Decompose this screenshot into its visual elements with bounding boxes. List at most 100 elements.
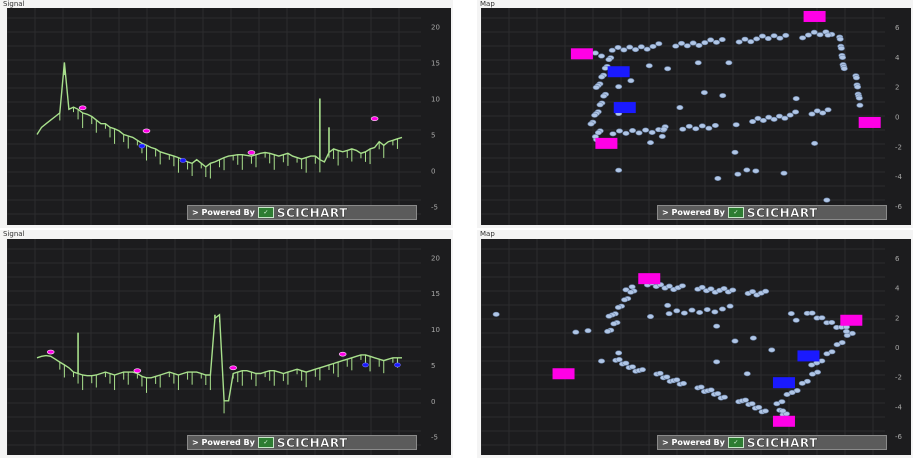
- map-point: [750, 336, 756, 340]
- map-top-chart: 6 4 2 0 -2 -4 -6: [481, 8, 911, 225]
- map-point: [616, 129, 622, 133]
- y-tick-label: 20: [431, 254, 440, 262]
- panel-title: Map: [480, 230, 495, 238]
- y-tick-label: 5: [431, 362, 435, 370]
- map-point: [611, 322, 617, 326]
- map-point: [672, 44, 678, 48]
- map-point: [677, 105, 683, 109]
- map-top-plot[interactable]: 6 4 2 0 -2 -4 -6 > Powered By ✓ SCICHART: [481, 8, 911, 225]
- magenta-rect-marker: [553, 368, 575, 379]
- map-point: [639, 367, 645, 371]
- magenta-rect-marker: [638, 273, 660, 284]
- y-tick-label: 0: [431, 168, 435, 176]
- map-point: [632, 47, 638, 51]
- y-tick-label: 2: [895, 84, 899, 92]
- powered-by-badge[interactable]: > Powered By ✓ SCICHART: [657, 435, 887, 450]
- map-point: [736, 40, 742, 44]
- y-tick-label: -4: [895, 173, 903, 181]
- map-point: [742, 37, 748, 41]
- powered-by-badge[interactable]: > Powered By ✓ SCICHART: [657, 205, 887, 220]
- signal-bottom-plot[interactable]: 20 15 10 5 0 -5 > Powered By ✓ SCICHART: [7, 239, 451, 455]
- grid: [481, 8, 885, 225]
- map-point: [706, 126, 712, 130]
- map-point: [715, 176, 721, 180]
- map-point: [730, 288, 736, 292]
- map-point: [799, 36, 805, 40]
- map-point: [837, 37, 843, 41]
- map-point: [819, 316, 825, 320]
- map-point: [610, 132, 616, 136]
- map-point: [726, 61, 732, 65]
- map-point: [762, 409, 768, 413]
- map-point: [839, 55, 845, 59]
- map-point: [686, 124, 692, 128]
- map-point: [628, 78, 634, 82]
- map-point: [664, 375, 670, 379]
- map-point: [689, 308, 695, 312]
- map-point: [693, 127, 699, 131]
- map-point: [598, 54, 604, 58]
- map-point: [712, 123, 718, 127]
- y-tick-label: -2: [895, 143, 902, 151]
- y-tick-label: 10: [431, 95, 440, 103]
- map-point: [600, 94, 606, 98]
- map-point: [713, 360, 719, 364]
- map-point: [792, 110, 798, 114]
- y-tick-label: 4: [895, 285, 900, 293]
- map-point: [781, 171, 787, 175]
- powered-by-badge[interactable]: > Powered By ✓ SCICHART: [187, 205, 417, 220]
- map-point: [629, 128, 635, 132]
- signal-top-chart: 20 15 10 5 0 -5: [7, 8, 451, 225]
- scichart-logo-icon: ✓: [728, 437, 744, 448]
- y-tick-label: -6: [895, 203, 903, 211]
- map-point: [749, 119, 755, 123]
- map-point: [585, 328, 591, 332]
- map-point: [591, 113, 597, 117]
- map-point: [621, 48, 627, 52]
- blue-rect-marker: [608, 66, 630, 77]
- map-point: [824, 352, 830, 356]
- map-point: [623, 361, 629, 365]
- magenta-rect-marker: [595, 138, 617, 149]
- map-point: [659, 134, 665, 138]
- map-point: [680, 381, 686, 385]
- y-tick-label: 2: [895, 314, 899, 322]
- powered-by-badge[interactable]: > Powered By ✓ SCICHART: [187, 435, 417, 450]
- map-point: [720, 93, 726, 97]
- powered-by-label: > Powered By: [192, 208, 255, 217]
- powered-by-label: > Powered By: [662, 438, 725, 447]
- y-tick-label: -5: [431, 434, 438, 442]
- map-point: [638, 45, 644, 49]
- map-point: [793, 318, 799, 322]
- map-point: [793, 96, 799, 100]
- map-point: [657, 371, 663, 375]
- map-point: [805, 33, 811, 37]
- map-point: [609, 48, 615, 52]
- y-tick-label: 6: [895, 24, 900, 32]
- map-point: [749, 402, 755, 406]
- y-tick-label: 5: [431, 132, 435, 140]
- map-point: [834, 342, 840, 346]
- map-point: [780, 409, 786, 413]
- scichart-brand: SCICHART: [277, 206, 348, 220]
- map-point: [704, 307, 710, 311]
- map-point: [701, 90, 707, 94]
- magenta-marker: [230, 366, 237, 370]
- map-point: [719, 307, 725, 311]
- map-point: [829, 320, 835, 324]
- map-point: [647, 140, 653, 144]
- grid: [7, 8, 421, 225]
- map-point: [771, 117, 777, 121]
- map-point: [623, 131, 629, 135]
- magenta-marker: [248, 151, 255, 155]
- map-point: [698, 385, 704, 389]
- y-tick-label: 20: [431, 23, 440, 31]
- signal-top-plot[interactable]: 20 15 10 5 0 -5 > Powered By ✓ SCICHART: [7, 8, 451, 225]
- map-point: [715, 391, 721, 395]
- map-point: [598, 359, 604, 363]
- map-point: [649, 130, 655, 134]
- blue-marker: [394, 363, 400, 367]
- map-bottom-plot[interactable]: 6 4 2 0 -2 -4 -6 > Powered By ✓ SCICHART: [481, 239, 911, 455]
- map-point: [841, 66, 847, 70]
- scichart-logo-icon: ✓: [258, 437, 274, 448]
